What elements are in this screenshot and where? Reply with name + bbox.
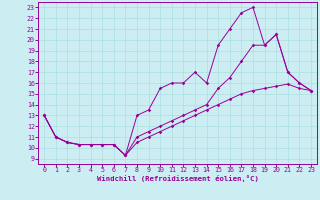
- X-axis label: Windchill (Refroidissement éolien,°C): Windchill (Refroidissement éolien,°C): [97, 175, 259, 182]
